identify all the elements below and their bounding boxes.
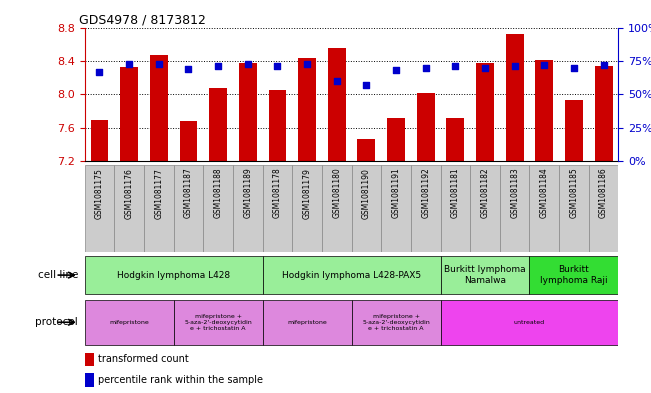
Text: GSM1081175: GSM1081175 bbox=[95, 168, 104, 219]
Point bbox=[124, 61, 134, 67]
Text: GSM1081183: GSM1081183 bbox=[510, 168, 519, 219]
Bar bbox=[589, 165, 618, 252]
Bar bbox=[262, 256, 441, 294]
Text: GSM1081177: GSM1081177 bbox=[154, 168, 163, 219]
Point bbox=[391, 67, 401, 73]
Bar bbox=[322, 165, 352, 252]
Bar bbox=[470, 165, 500, 252]
Text: GSM1081176: GSM1081176 bbox=[124, 168, 133, 219]
Text: GSM1081184: GSM1081184 bbox=[540, 168, 549, 219]
Text: percentile rank within the sample: percentile rank within the sample bbox=[98, 375, 263, 385]
Point bbox=[94, 68, 105, 75]
Text: GSM1081192: GSM1081192 bbox=[421, 168, 430, 219]
Point bbox=[331, 78, 342, 84]
Text: mifepristone +
5-aza-2'-deoxycytidin
e + trichostatin A: mifepristone + 5-aza-2'-deoxycytidin e +… bbox=[362, 314, 430, 331]
Point bbox=[421, 64, 431, 71]
Bar bbox=[352, 165, 381, 252]
Text: mifepristone: mifepristone bbox=[109, 320, 149, 325]
Bar bbox=[150, 55, 168, 161]
Bar bbox=[85, 299, 174, 345]
Text: GSM1081190: GSM1081190 bbox=[362, 168, 371, 219]
Bar bbox=[262, 165, 292, 252]
Bar bbox=[203, 165, 233, 252]
Text: GSM1081187: GSM1081187 bbox=[184, 168, 193, 219]
Text: mifepristone: mifepristone bbox=[287, 320, 327, 325]
Point bbox=[510, 63, 520, 70]
Bar bbox=[500, 165, 529, 252]
Bar bbox=[115, 165, 144, 252]
Bar bbox=[90, 120, 108, 161]
Point bbox=[302, 61, 312, 67]
Bar bbox=[85, 353, 94, 366]
Point bbox=[450, 63, 460, 70]
Text: untreated: untreated bbox=[514, 320, 545, 325]
Bar bbox=[381, 165, 411, 252]
Bar bbox=[565, 100, 583, 161]
Text: GSM1081185: GSM1081185 bbox=[570, 168, 579, 219]
Text: GSM1081189: GSM1081189 bbox=[243, 168, 252, 219]
Bar bbox=[298, 59, 316, 161]
Bar bbox=[209, 88, 227, 161]
Point bbox=[183, 66, 193, 72]
Text: Burkitt
lymphoma Raji: Burkitt lymphoma Raji bbox=[540, 265, 608, 285]
Bar bbox=[85, 165, 115, 252]
Bar bbox=[85, 256, 262, 294]
Point bbox=[361, 82, 372, 88]
Point bbox=[243, 61, 253, 67]
Text: GSM1081179: GSM1081179 bbox=[303, 168, 312, 219]
Text: GSM1081186: GSM1081186 bbox=[599, 168, 608, 219]
Text: GSM1081178: GSM1081178 bbox=[273, 168, 282, 219]
Bar bbox=[417, 94, 435, 161]
Text: cell line: cell line bbox=[38, 270, 78, 280]
Bar bbox=[85, 373, 94, 387]
Text: protocol: protocol bbox=[35, 317, 78, 327]
Point bbox=[480, 64, 490, 71]
Text: GSM1081182: GSM1081182 bbox=[480, 168, 490, 218]
Bar bbox=[292, 165, 322, 252]
Bar bbox=[559, 165, 589, 252]
Point bbox=[213, 63, 223, 70]
Text: GSM1081181: GSM1081181 bbox=[451, 168, 460, 218]
Bar bbox=[174, 165, 203, 252]
Text: GSM1081180: GSM1081180 bbox=[332, 168, 341, 219]
Bar bbox=[441, 256, 529, 294]
Bar bbox=[506, 34, 523, 161]
Text: transformed count: transformed count bbox=[98, 354, 189, 364]
Point bbox=[272, 63, 283, 70]
Bar bbox=[441, 165, 470, 252]
Point bbox=[598, 62, 609, 68]
Text: GSM1081188: GSM1081188 bbox=[214, 168, 223, 218]
Text: Hodgkin lymphoma L428-PAX5: Hodgkin lymphoma L428-PAX5 bbox=[282, 271, 421, 279]
Bar bbox=[352, 299, 441, 345]
Bar bbox=[120, 67, 138, 161]
Bar bbox=[595, 66, 613, 161]
Bar bbox=[476, 63, 494, 161]
Bar bbox=[447, 118, 464, 161]
Bar bbox=[233, 165, 262, 252]
Bar bbox=[529, 165, 559, 252]
Text: Hodgkin lymphoma L428: Hodgkin lymphoma L428 bbox=[117, 271, 230, 279]
Point bbox=[539, 62, 549, 68]
Text: GDS4978 / 8173812: GDS4978 / 8173812 bbox=[79, 13, 206, 26]
Bar bbox=[387, 118, 405, 161]
Bar bbox=[357, 139, 375, 161]
Bar bbox=[144, 165, 174, 252]
Point bbox=[154, 61, 164, 67]
Text: Burkitt lymphoma
Namalwa: Burkitt lymphoma Namalwa bbox=[444, 265, 526, 285]
Bar bbox=[268, 90, 286, 161]
Bar bbox=[529, 256, 618, 294]
Bar bbox=[328, 48, 346, 161]
Bar bbox=[535, 60, 553, 161]
Bar bbox=[180, 121, 197, 161]
Bar bbox=[411, 165, 441, 252]
Bar bbox=[441, 299, 618, 345]
Bar bbox=[239, 63, 256, 161]
Bar bbox=[174, 299, 262, 345]
Bar bbox=[262, 299, 352, 345]
Point bbox=[569, 64, 579, 71]
Text: GSM1081191: GSM1081191 bbox=[391, 168, 400, 219]
Text: mifepristone +
5-aza-2'-deoxycytidin
e + trichostatin A: mifepristone + 5-aza-2'-deoxycytidin e +… bbox=[184, 314, 252, 331]
